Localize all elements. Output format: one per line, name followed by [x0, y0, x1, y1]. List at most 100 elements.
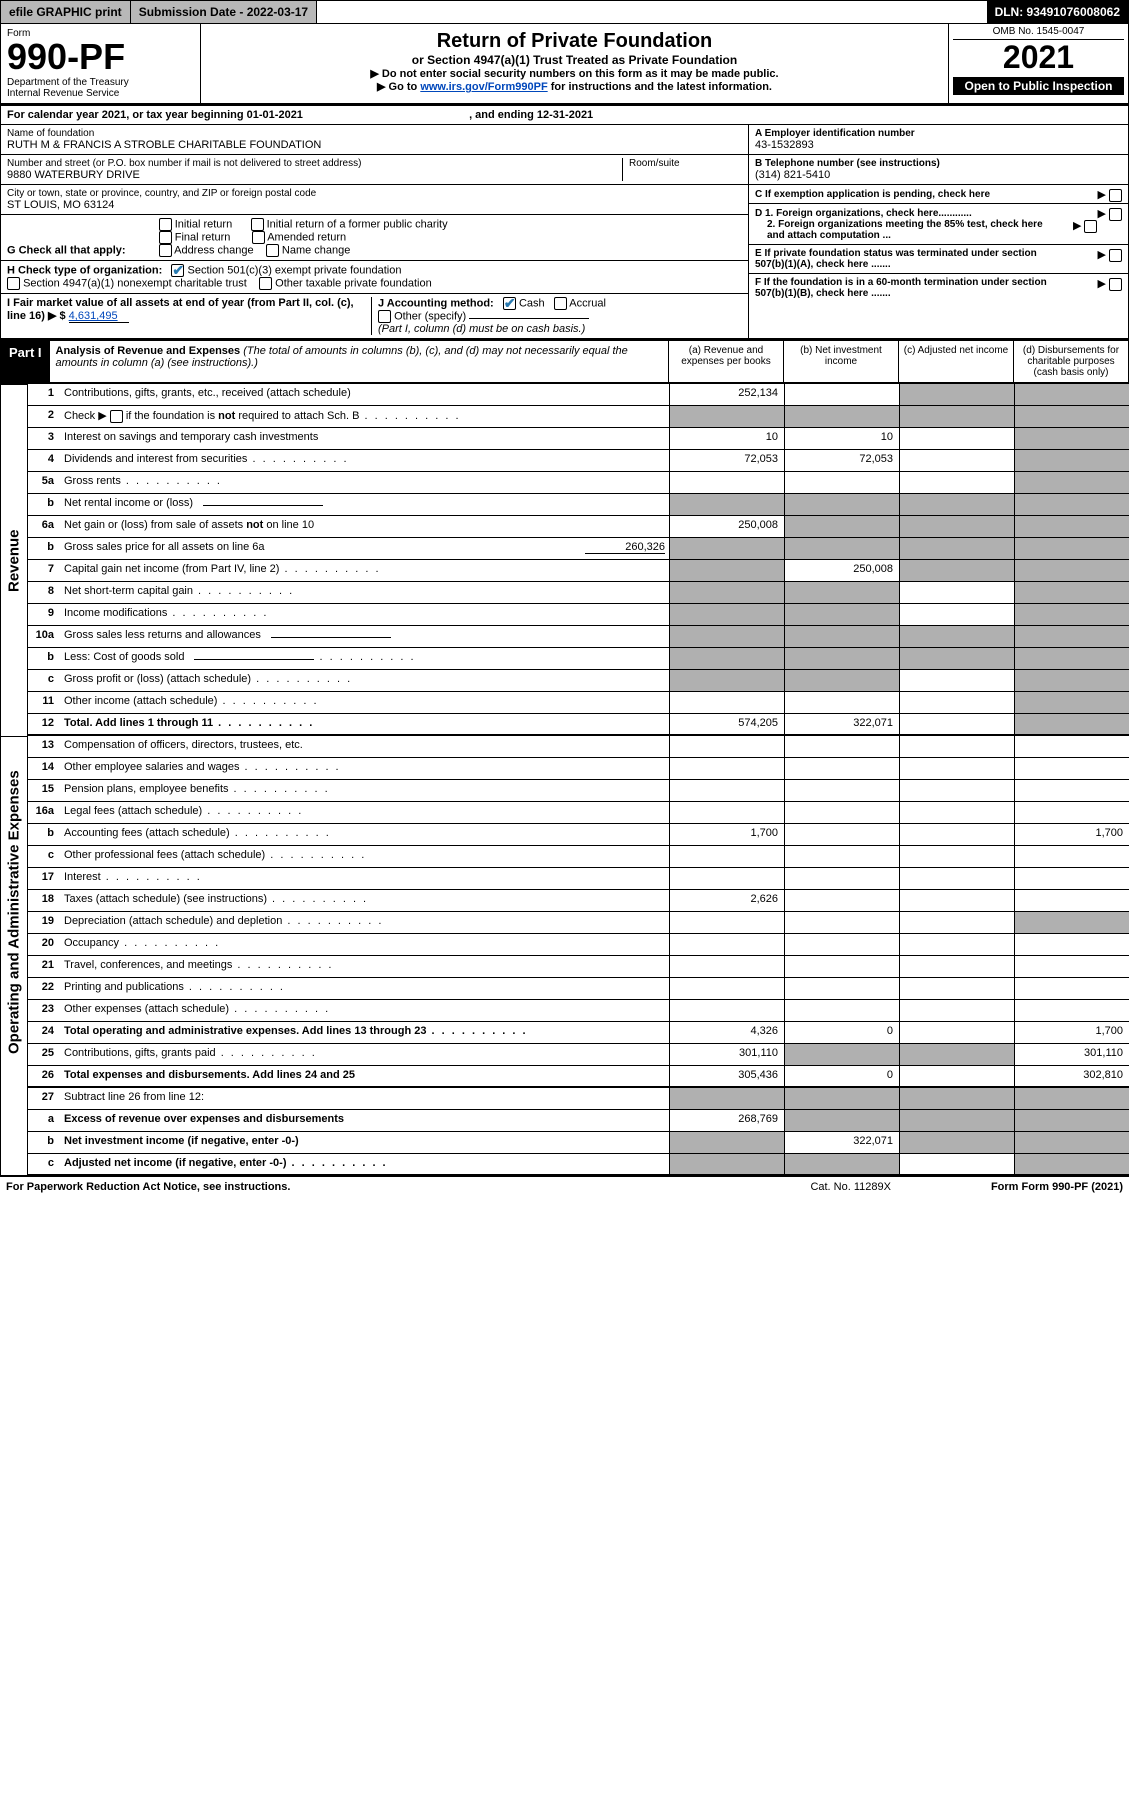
g-initial-return-checkbox[interactable]	[159, 218, 172, 231]
row-label: Net investment income (if negative, ente…	[60, 1132, 669, 1153]
g-former-public-checkbox[interactable]	[251, 218, 264, 231]
g-opt-2: Address change	[174, 244, 254, 256]
row-number: 26	[28, 1066, 60, 1086]
value-cell	[669, 978, 784, 999]
row-label: Other professional fees (attach schedule…	[60, 846, 669, 867]
table-row: 12Total. Add lines 1 through 11574,20532…	[28, 714, 1129, 736]
value-cell	[669, 670, 784, 691]
phone-label: B Telephone number (see instructions)	[755, 158, 1122, 169]
table-row: cGross profit or (loss) (attach schedule…	[28, 670, 1129, 692]
value-cell	[899, 692, 1014, 713]
opex-side-label: Operating and Administrative Expenses	[0, 736, 28, 1088]
value-cell	[899, 934, 1014, 955]
value-cell	[899, 494, 1014, 515]
g-name-change-checkbox[interactable]	[266, 244, 279, 257]
c-checkbox[interactable]	[1109, 189, 1122, 202]
calendar-year-row: For calendar year 2021, or tax year begi…	[0, 104, 1129, 125]
arrow-icon: ▶	[1097, 278, 1105, 290]
footer: For Paperwork Reduction Act Notice, see …	[0, 1176, 1129, 1197]
row-label: Compensation of officers, directors, tru…	[60, 736, 669, 757]
value-cell	[784, 538, 899, 559]
form990pf-link[interactable]: www.irs.gov/Form990PF	[420, 81, 547, 93]
bottom-body: 27Subtract line 26 from line 12:aExcess …	[28, 1088, 1129, 1176]
table-row: 18Taxes (attach schedule) (see instructi…	[28, 890, 1129, 912]
g-final-return-checkbox[interactable]	[159, 231, 172, 244]
col-d-head: (d) Disbursements for charitable purpose…	[1013, 341, 1128, 382]
value-cell	[899, 1000, 1014, 1021]
h-other-taxable-checkbox[interactable]	[259, 277, 272, 290]
i-value[interactable]: 4,631,495	[69, 310, 129, 323]
value-cell	[899, 824, 1014, 845]
g-amended-checkbox[interactable]	[252, 231, 265, 244]
value-cell	[669, 802, 784, 823]
row-number: 1	[28, 384, 60, 405]
value-cell	[1014, 934, 1129, 955]
g-address-change-checkbox[interactable]	[159, 244, 172, 257]
value-cell	[784, 868, 899, 889]
d2-checkbox[interactable]	[1084, 220, 1097, 233]
table-row: 27Subtract line 26 from line 12:	[28, 1088, 1129, 1110]
table-row: bLess: Cost of goods sold	[28, 648, 1129, 670]
row-label: Subtract line 26 from line 12:	[60, 1088, 669, 1109]
table-row: 13Compensation of officers, directors, t…	[28, 736, 1129, 758]
row-number: 19	[28, 912, 60, 933]
row-number: 13	[28, 736, 60, 757]
value-cell	[784, 802, 899, 823]
value-cell: 72,053	[784, 450, 899, 471]
d1-checkbox[interactable]	[1109, 208, 1122, 221]
value-cell: 252,134	[669, 384, 784, 405]
g-opt-1: Final return	[175, 231, 231, 243]
value-cell	[784, 1110, 899, 1131]
footer-right: Form Form 990-PF (2021)	[991, 1181, 1123, 1193]
j-cash-checkbox[interactable]	[503, 297, 516, 310]
value-cell	[899, 1066, 1014, 1086]
row-label: Depreciation (attach schedule) and deple…	[60, 912, 669, 933]
row-number: b	[28, 1132, 60, 1153]
value-cell	[899, 978, 1014, 999]
value-cell	[1014, 758, 1129, 779]
col-a-head: (a) Revenue and expenses per books	[668, 341, 783, 382]
row-label: Contributions, gifts, grants paid	[60, 1044, 669, 1065]
value-cell	[1014, 670, 1129, 691]
row-label: Capital gain net income (from Part IV, l…	[60, 560, 669, 581]
table-row: 9Income modifications	[28, 604, 1129, 626]
value-cell: 250,008	[784, 560, 899, 581]
row-label: Occupancy	[60, 934, 669, 955]
j-accrual-checkbox[interactable]	[554, 297, 567, 310]
city: ST LOUIS, MO 63124	[7, 199, 742, 211]
f-label: F If the foundation is in a 60-month ter…	[755, 277, 1055, 299]
table-row: 19Depreciation (attach schedule) and dep…	[28, 912, 1129, 934]
info-grid: Name of foundation RUTH M & FRANCIS A ST…	[0, 125, 1129, 339]
h-501c3-checkbox[interactable]	[171, 264, 184, 277]
value-cell: 1,700	[669, 824, 784, 845]
value-cell	[899, 802, 1014, 823]
value-cell	[1014, 868, 1129, 889]
e-checkbox[interactable]	[1109, 249, 1122, 262]
table-row: cAdjusted net income (if negative, enter…	[28, 1154, 1129, 1176]
part1-header-row: Part I Analysis of Revenue and Expenses …	[0, 339, 1129, 383]
h-4947-checkbox[interactable]	[7, 277, 20, 290]
value-cell	[669, 846, 784, 867]
value-cell	[899, 1110, 1014, 1131]
value-cell	[669, 406, 784, 427]
value-cell	[1014, 714, 1129, 734]
h-opt1: Section 501(c)(3) exempt private foundat…	[187, 264, 401, 276]
row-number: 9	[28, 604, 60, 625]
table-row: 15Pension plans, employee benefits	[28, 780, 1129, 802]
efile-print-button[interactable]: efile GRAPHIC print	[1, 1, 131, 23]
row-label: Taxes (attach schedule) (see instruction…	[60, 890, 669, 911]
f-checkbox[interactable]	[1109, 278, 1122, 291]
value-cell	[669, 1000, 784, 1021]
value-cell	[784, 978, 899, 999]
value-cell	[899, 1132, 1014, 1153]
table-row: 21Travel, conferences, and meetings	[28, 956, 1129, 978]
value-cell	[669, 780, 784, 801]
value-cell	[899, 1154, 1014, 1174]
j-other-checkbox[interactable]	[378, 310, 391, 323]
row-label: Legal fees (attach schedule)	[60, 802, 669, 823]
instr-ssn: ▶ Do not enter social security numbers o…	[207, 67, 942, 80]
footer-left: For Paperwork Reduction Act Notice, see …	[6, 1181, 290, 1193]
form-title: Return of Private Foundation	[207, 30, 942, 53]
value-cell: 4,326	[669, 1022, 784, 1043]
value-cell: 0	[784, 1022, 899, 1043]
